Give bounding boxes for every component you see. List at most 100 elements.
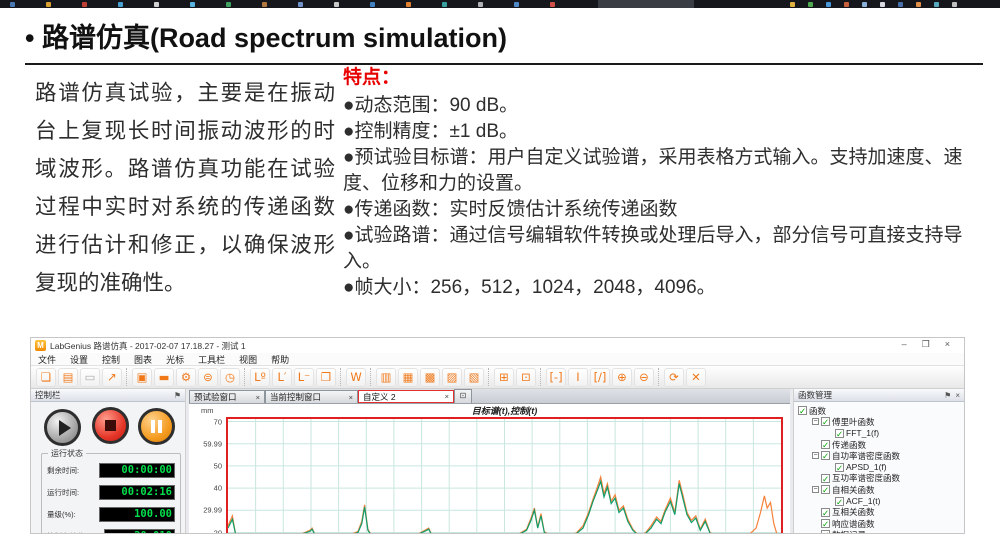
pair-windows-icon[interactable]: ⊞ bbox=[494, 367, 514, 387]
tab-当前控制窗口[interactable]: 当前控制窗口 × bbox=[265, 390, 358, 403]
taskbar-app-icon[interactable] bbox=[118, 2, 123, 7]
print-icon[interactable]: ▣ bbox=[132, 367, 152, 387]
tree-item[interactable]: − ✓ 傅里叶函数 bbox=[798, 416, 900, 427]
waterfall-chart-icon[interactable]: ▩ bbox=[420, 367, 440, 387]
refresh-icon[interactable]: ⟳ bbox=[664, 367, 684, 387]
export-icon[interactable]: ↗ bbox=[102, 367, 122, 387]
slope-cursor-icon[interactable]: [/] bbox=[590, 367, 610, 387]
taskbar-app-icon[interactable] bbox=[826, 2, 831, 7]
open-folder-icon[interactable]: ▭ bbox=[80, 367, 100, 387]
taskbar-app-icon[interactable] bbox=[406, 2, 411, 7]
tree-item[interactable]: ✓ 函数 bbox=[798, 405, 900, 416]
tree-item[interactable]: ✓ 传递函数 bbox=[798, 439, 900, 450]
collapse-icon[interactable]: − bbox=[812, 452, 819, 460]
window-layout-icon[interactable]: ⊡ bbox=[516, 367, 536, 387]
checkbox-checked-icon[interactable]: ✓ bbox=[835, 462, 844, 473]
taskbar-app-icon[interactable] bbox=[154, 2, 159, 7]
taskbar-app-icon[interactable] bbox=[862, 2, 867, 7]
schedule-clock-icon[interactable]: ◷ bbox=[220, 367, 240, 387]
tree-item[interactable]: ✓ 响应谱函数 bbox=[798, 518, 900, 529]
tab-close-icon[interactable]: × bbox=[348, 392, 353, 402]
checkbox-checked-icon[interactable]: ✓ bbox=[835, 496, 844, 507]
play-button[interactable] bbox=[44, 409, 81, 446]
tree-item[interactable]: − ✓ 自相关函数 bbox=[798, 484, 900, 495]
v-cursor-icon[interactable]: I bbox=[568, 367, 588, 387]
tree-item[interactable]: ✓ FFT_1(f) bbox=[798, 428, 900, 439]
pin-icon[interactable]: ⚑ bbox=[944, 390, 952, 400]
taskbar-app-icon[interactable] bbox=[10, 2, 15, 7]
taskbar-app-icon[interactable] bbox=[334, 2, 339, 7]
menu-item-光标[interactable]: 光标 bbox=[166, 354, 185, 365]
checkbox-checked-icon[interactable]: ✓ bbox=[821, 519, 830, 530]
taskbar-app-icon[interactable] bbox=[370, 2, 375, 7]
checkbox-checked-icon[interactable]: ✓ bbox=[821, 417, 830, 428]
menu-item-图表[interactable]: 图表 bbox=[134, 354, 153, 365]
level-minus-icon[interactable]: L⁻ bbox=[294, 367, 314, 387]
taskbar-app-icon[interactable] bbox=[844, 2, 849, 7]
tab-close-icon[interactable]: × bbox=[255, 392, 260, 402]
level-third-icon[interactable]: L′ bbox=[272, 367, 292, 387]
taskbar-app-icon[interactable] bbox=[934, 2, 939, 7]
tree-item[interactable]: ✓ 互相关函数 bbox=[798, 507, 900, 518]
tab-close-icon[interactable]: × bbox=[444, 392, 449, 401]
menu-item-设置[interactable]: 设置 bbox=[70, 354, 89, 365]
checkbox-checked-icon[interactable]: ✓ bbox=[821, 507, 830, 518]
report-icon[interactable]: ▬ bbox=[154, 367, 174, 387]
pause-button[interactable] bbox=[138, 408, 175, 445]
time-chart-icon[interactable]: ▥ bbox=[376, 367, 396, 387]
panel-close-icon[interactable]: × bbox=[955, 390, 960, 400]
copy-window-icon[interactable]: ❐ bbox=[316, 367, 336, 387]
new-window-tab-icon[interactable]: ⊡ bbox=[454, 389, 472, 403]
menu-item-视图[interactable]: 视图 bbox=[239, 354, 258, 365]
chart-settings-icon[interactable]: ▨ bbox=[442, 367, 462, 387]
menu-item-文件[interactable]: 文件 bbox=[38, 354, 57, 365]
collapse-icon[interactable]: − bbox=[812, 418, 819, 426]
taskbar-app-icon[interactable] bbox=[190, 2, 195, 7]
checkbox-checked-icon[interactable]: ✓ bbox=[821, 451, 830, 462]
taskbar-app-icon[interactable] bbox=[46, 2, 51, 7]
taskbar-app-icon[interactable] bbox=[916, 2, 921, 7]
settings-gear-icon[interactable]: ⚙ bbox=[176, 367, 196, 387]
taskbar-app-icon[interactable] bbox=[790, 2, 795, 7]
tree-item[interactable]: ✓ 互功率谱密度函数 bbox=[798, 473, 900, 484]
menu-item-工具栏[interactable]: 工具栏 bbox=[198, 354, 226, 365]
maximize-button[interactable]: ❐ bbox=[921, 339, 930, 349]
menu-item-帮助[interactable]: 帮助 bbox=[271, 354, 290, 365]
checkbox-checked-icon[interactable]: ✓ bbox=[821, 530, 830, 533]
zoom-out-icon[interactable]: ⊖ bbox=[634, 367, 654, 387]
taskbar-app-icon[interactable] bbox=[550, 2, 555, 7]
taskbar-app-icon[interactable] bbox=[514, 2, 519, 7]
h-cursor-icon[interactable]: [-] bbox=[546, 367, 566, 387]
tree-item[interactable]: ✓ APSD_1(f) bbox=[798, 461, 900, 472]
taskbar-app-icon[interactable] bbox=[442, 2, 447, 7]
taskbar-app-icon[interactable] bbox=[952, 2, 957, 7]
new-file-icon[interactable]: ❏ bbox=[36, 367, 56, 387]
taskbar-app-icon[interactable] bbox=[226, 2, 231, 7]
checkbox-checked-icon[interactable]: ✓ bbox=[798, 406, 807, 417]
chart-edit-icon[interactable]: ▧ bbox=[464, 367, 484, 387]
checkbox-checked-icon[interactable]: ✓ bbox=[821, 485, 830, 496]
taskbar-app-icon[interactable] bbox=[898, 2, 903, 7]
checkbox-checked-icon[interactable]: ✓ bbox=[821, 440, 830, 451]
level-octave-icon[interactable]: Lº bbox=[250, 367, 270, 387]
taskbar-app-icon[interactable] bbox=[808, 2, 813, 7]
taskbar-app-icon[interactable] bbox=[262, 2, 267, 7]
time-history-plot[interactable] bbox=[226, 417, 783, 534]
stop-button[interactable] bbox=[92, 407, 129, 444]
save-icon[interactable]: ▤ bbox=[58, 367, 78, 387]
control-loop-icon[interactable]: ⊜ bbox=[198, 367, 218, 387]
tree-item[interactable]: ✓ ACF_1(t) bbox=[798, 495, 900, 506]
taskbar-app-icon[interactable] bbox=[478, 2, 483, 7]
tree-item[interactable]: − ✓ 自功率谱密度函数 bbox=[798, 450, 900, 461]
checkbox-checked-icon[interactable]: ✓ bbox=[821, 473, 830, 484]
tab-自定义 2[interactable]: 自定义 2 × bbox=[358, 390, 454, 403]
taskbar-app-icon[interactable] bbox=[82, 2, 87, 7]
taskbar-app-icon[interactable] bbox=[880, 2, 885, 7]
tree-item[interactable]: ✓数据记录 bbox=[798, 529, 900, 533]
pin-icon[interactable]: ⚑ bbox=[173, 390, 181, 400]
taskbar-active-app[interactable] bbox=[598, 0, 694, 8]
close-button[interactable]: × bbox=[944, 339, 950, 349]
taskbar-app-icon[interactable] bbox=[298, 2, 303, 7]
fit-screen-icon[interactable]: ✕ bbox=[686, 367, 706, 387]
word-export-icon[interactable]: W bbox=[346, 367, 366, 387]
